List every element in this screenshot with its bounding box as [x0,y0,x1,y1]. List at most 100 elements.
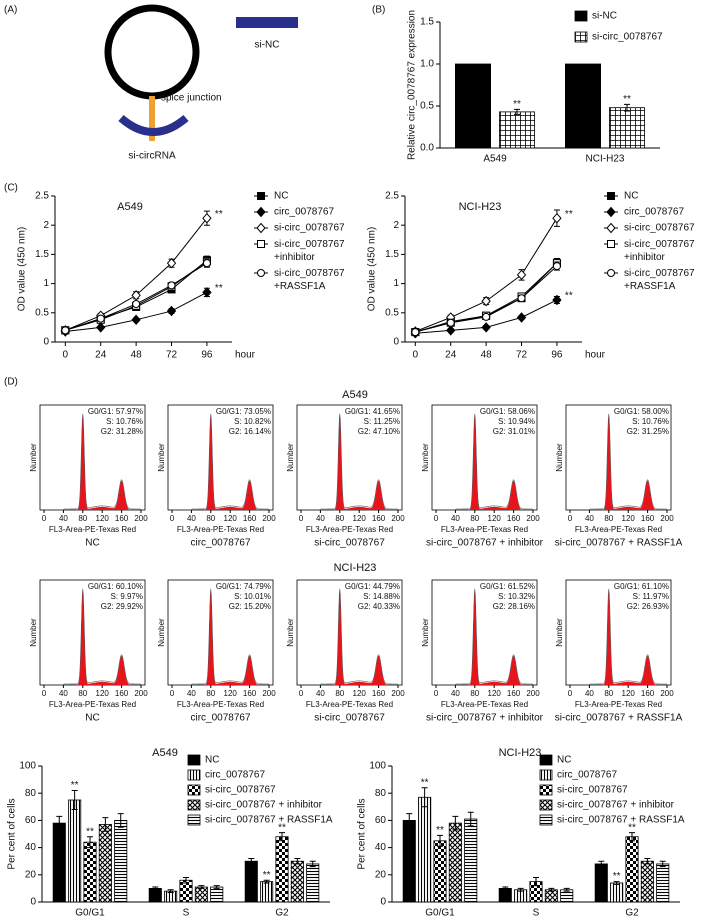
marker [96,314,105,323]
x-axis-label: FL3-Area-PE-Texas Red [575,525,662,534]
histogram-outline [63,588,141,685]
legend-label: si-circ_0078767 +inhibitor [624,239,695,263]
histogram-fill [191,589,269,685]
x-tick-label: 200 [526,689,540,698]
significance: ** [421,777,429,788]
marker [131,290,141,301]
x-tick-label: 200 [262,514,276,523]
legend-label: NC [274,191,288,202]
histogram-fill [320,414,398,510]
phase-stat: S: 10.76% [106,417,143,426]
error-bar [659,860,666,868]
error-bar [517,887,524,892]
error-bar [613,881,620,885]
y-axis-label: Number [29,443,38,472]
bar [454,63,491,149]
histogram-caption: si-circ_0078767 + RASSF1A [555,538,683,549]
marker [257,192,265,200]
phase-stat: G0/G1: 74.79% [216,582,271,591]
significance: ** [436,825,444,836]
error-bar [624,103,630,112]
y-tick-label: 2.5 [385,191,399,202]
marker [202,287,212,298]
y-tick-label: 40 [375,842,387,853]
x-tick-label: 40 [187,514,196,523]
histogram-outline [320,413,398,510]
chart-title: A549 [117,201,143,213]
x-axis-label: FL3-Area-PE-Texas Red [441,525,528,534]
legend-label: circ_0078767 [205,770,265,781]
y-axis-label: Number [555,443,564,472]
x-tick-label: 160 [507,689,521,698]
bar [179,879,193,903]
circ-rna-ring [104,4,200,100]
marker [516,269,527,281]
row-title: A549 [342,389,368,401]
legend-label: circ_0078767 [274,207,334,218]
marker [607,269,615,277]
marker [446,318,455,327]
marker [132,300,141,309]
significance: ** [513,99,521,110]
marker [166,305,177,317]
histogram-frame [167,579,274,686]
x-tick-label: 0 [42,514,47,523]
bar [433,840,447,903]
marker [607,240,615,248]
bar [148,888,162,903]
marker [256,222,266,234]
chart-title: NCI-H23 [459,201,502,213]
y-tick-label: 100 [19,761,36,772]
error-bar [502,886,509,891]
histogram-fill [191,414,269,510]
marker [606,222,616,234]
x-tick-label: 120 [96,514,110,523]
bar [565,63,602,149]
y-tick-label: 0.5 [420,101,434,112]
x-tick-label: 0 [63,350,69,361]
phase-stat: G2: 31.28% [101,427,143,436]
bar [498,888,512,903]
x-tick-label: 160 [372,689,386,698]
x-axis-label: FL3-Area-PE-Texas Red [575,700,662,709]
histogram-fill [320,589,398,685]
x-tick-label: 48 [481,350,493,361]
y-axis-label: Number [286,618,295,647]
y-tick-label: 60 [25,815,37,826]
x-axis-label: FL3-Area-PE-Texas Red [441,700,528,709]
x-axis-label: hour [585,350,606,361]
y-tick-label: 0 [43,337,49,348]
phase-stat: S: 11.25% [364,417,400,426]
histogram-frame [296,404,403,511]
y-tick-label: 1.5 [420,17,434,28]
x-tick-label: 40 [585,689,594,698]
phase-stat: G0/G1: 61.10% [614,582,669,591]
error-bar [563,887,570,892]
legend-label: circ_0078767 [557,770,617,781]
x-tick-label: 200 [391,514,405,523]
y-tick-label: 0 [380,897,386,908]
legend-label: si-circ_0078767 [274,223,345,234]
x-axis-label: FL3-Area-PE-Texas Red [306,525,393,534]
bar [260,881,274,903]
error-bar [198,885,205,889]
x-tick-label: 120 [622,514,636,523]
x-tick-label: 80 [206,514,215,523]
phase-stat: G0/G1: 61.52% [480,582,535,591]
y-tick-label: 100 [369,761,386,772]
significance: ** [263,870,271,881]
significance: ** [565,291,573,302]
y-tick-label: 1 [393,278,399,289]
bar [83,841,97,903]
y-axis-label: OD value (450 nm) [367,227,378,311]
phase-stat: G0/G1: 41.65% [345,407,400,416]
phase-stat: S: 11.97% [633,592,669,601]
panel-label: (A) [4,5,17,16]
histogram-outline [320,588,398,685]
x-tick-label: 80 [470,689,479,698]
phase-stat: S: 10.32% [498,592,535,601]
legend-label: NC [624,191,638,202]
bar [194,886,208,903]
error-bar [644,857,651,865]
x-tick-label: S [533,908,540,919]
